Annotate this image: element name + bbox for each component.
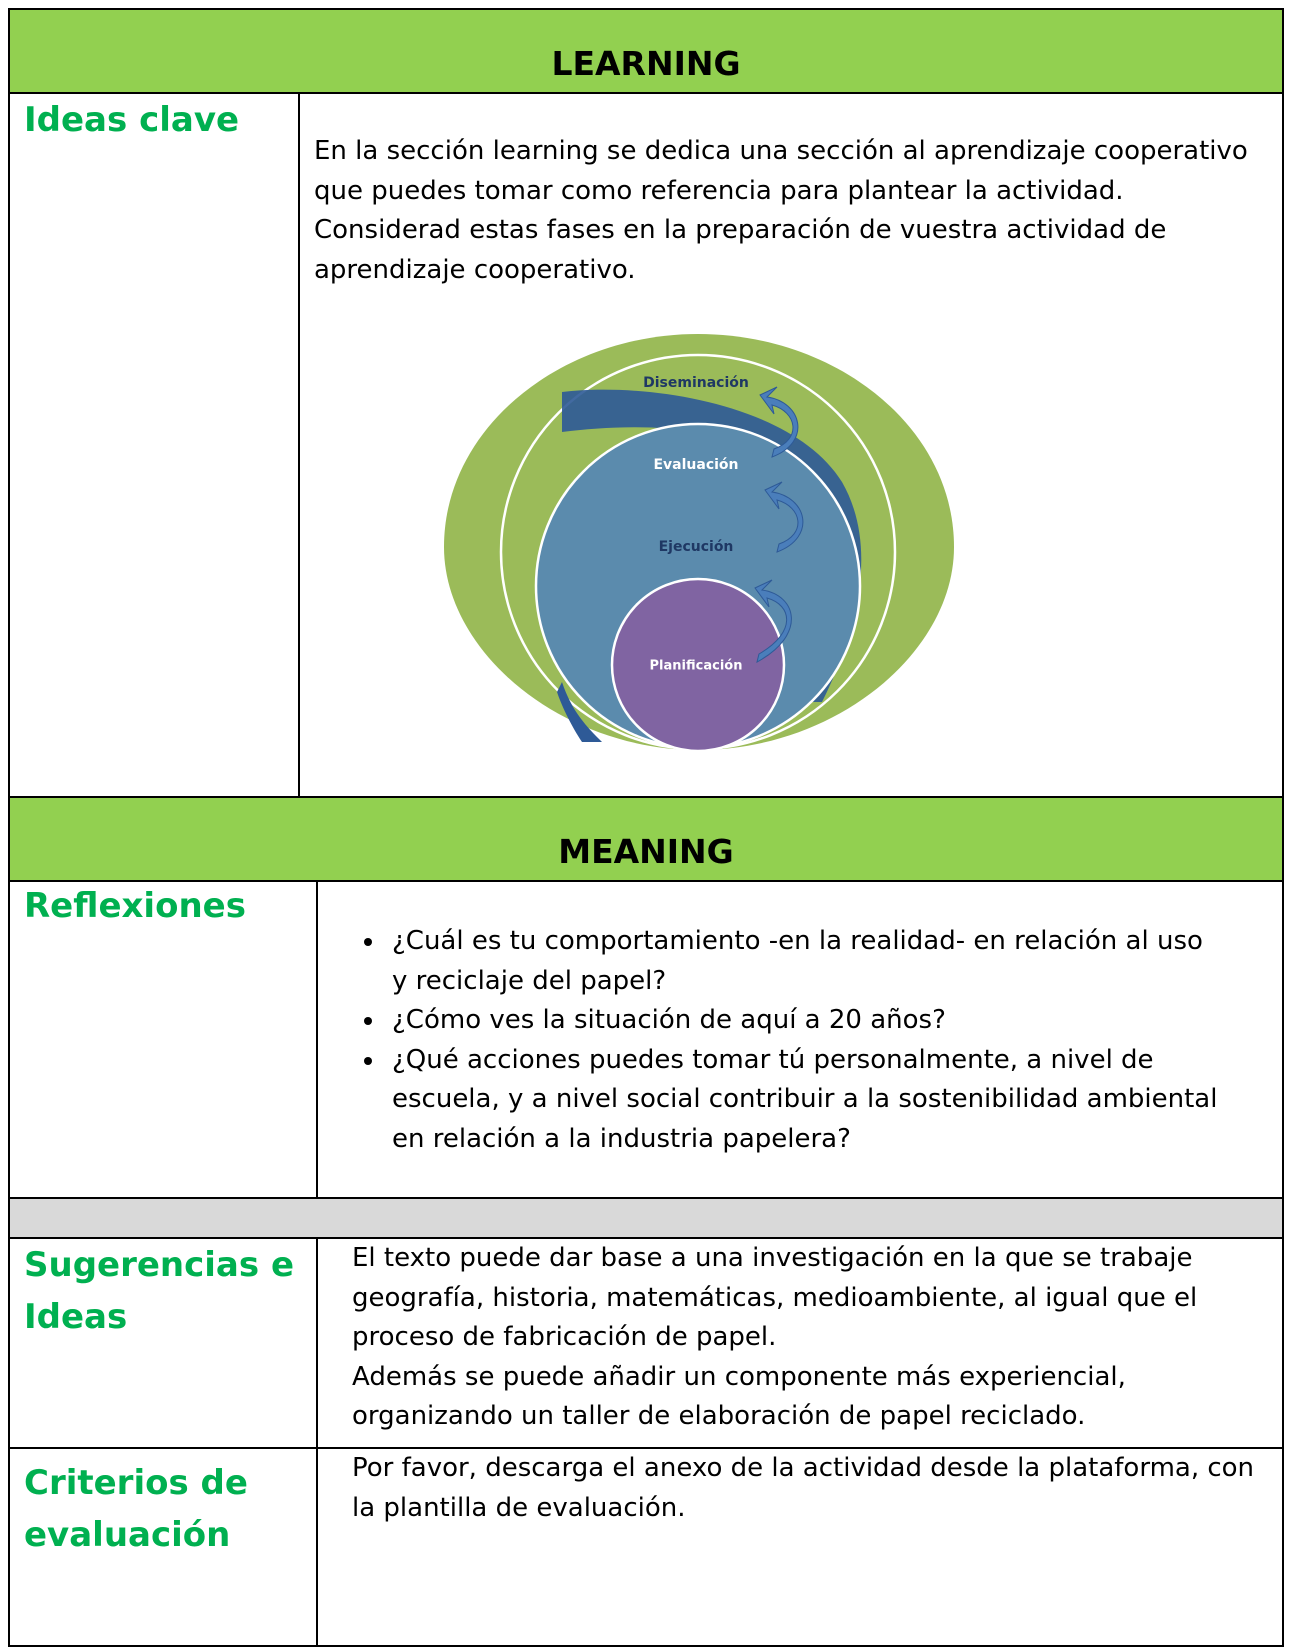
text: El texto puede dar base a una investigac…	[318, 1239, 1282, 1437]
text: ¿Cuál es tu comportamiento -en la realid…	[318, 882, 1282, 1159]
ribbon	[557, 682, 602, 742]
text: Por favor, descarga el anexo de la activ…	[318, 1449, 1282, 1528]
bullet: ¿Cómo ves la situación de aquí a 20 años…	[386, 1001, 1222, 1041]
paragraph: Considerad estas fases en la preparación…	[314, 215, 1167, 285]
arrow	[759, 386, 799, 458]
phase-label: Planificación	[650, 659, 743, 674]
paragraph: El texto puede dar base a una investigac…	[352, 1243, 1198, 1352]
circle	[610, 577, 786, 753]
paragraph: En la sección learning se dedica una sec…	[314, 136, 1248, 206]
arrow	[764, 481, 804, 553]
label: Criterios de evaluación	[24, 1463, 248, 1555]
spacer-row	[8, 1197, 1284, 1239]
sugerencias-content-cell: El texto puede dar base a una investigac…	[316, 1237, 1284, 1449]
criterios-content-cell: Por favor, descarga el anexo de la activ…	[316, 1447, 1284, 1647]
arrow	[754, 579, 792, 663]
paragraph: Además se puede añadir un componente más…	[352, 1361, 1126, 1432]
learning-header: LEARNING	[8, 8, 1284, 94]
meaning-content-cell: ¿Cuál es tu comportamiento -en la realid…	[316, 880, 1284, 1199]
text: En la sección learning se dedica una sec…	[300, 94, 1282, 290]
bullet: ¿Cuál es tu comportamiento -en la realid…	[386, 922, 1222, 1001]
label: Sugerencias e Ideas	[24, 1245, 295, 1337]
learning-label-cell: Ideas clave	[8, 92, 300, 798]
label: Ideas clave	[24, 100, 240, 140]
meaning-header: MEANING	[8, 796, 1284, 882]
bullet: ¿Qué acciones puedes tomar tú personalme…	[386, 1041, 1222, 1160]
label: Reflexiones	[24, 886, 246, 926]
phase-label: Diseminación	[643, 375, 749, 391]
meaning-label-cell: Reflexiones	[8, 880, 318, 1199]
phase-label: Evaluación	[653, 457, 738, 473]
phases-diagram: Diseminación Evaluación Ejecución Planif…	[444, 334, 954, 753]
sugerencias-label-cell: Sugerencias e Ideas	[8, 1237, 318, 1449]
paragraph: Por favor, descarga el anexo de la activ…	[352, 1453, 1255, 1523]
bullet-list: ¿Cuál es tu comportamiento -en la realid…	[344, 922, 1222, 1159]
criterios-label-cell: Criterios de evaluación	[8, 1447, 318, 1647]
learning-content-cell: En la sección learning se dedica una sec…	[298, 92, 1284, 798]
phase-label: Ejecución	[659, 539, 734, 555]
